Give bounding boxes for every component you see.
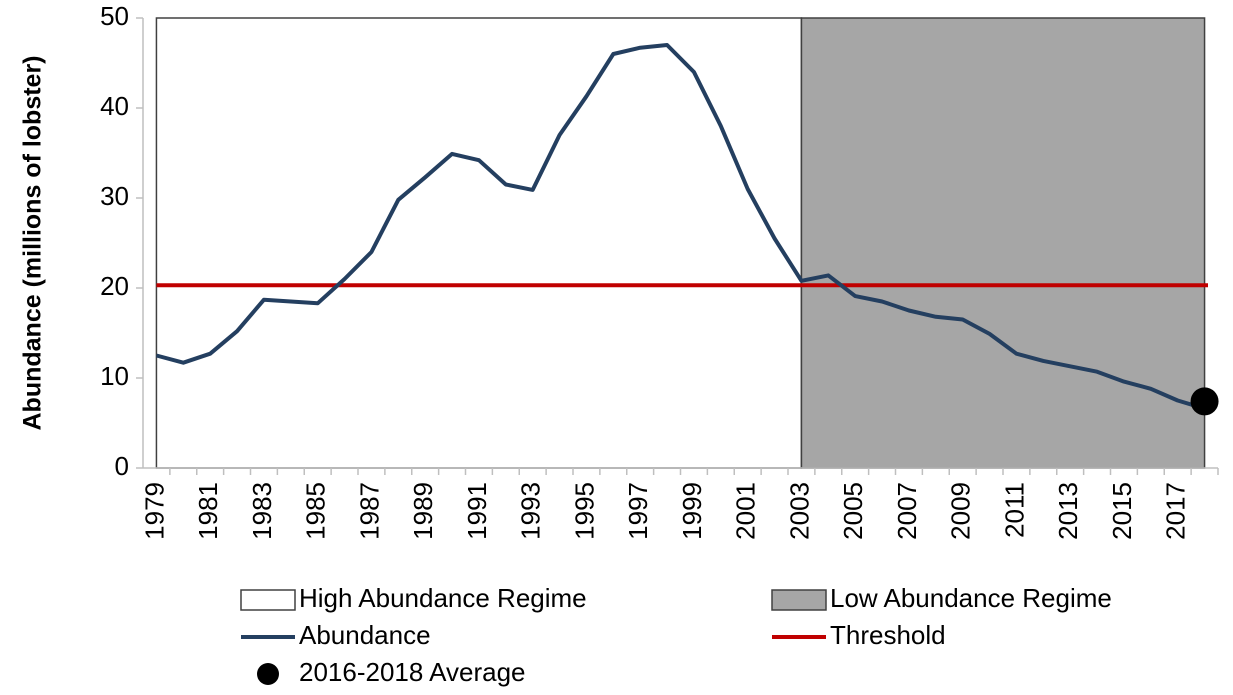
y-axis-label: Abundance (millions of lobster) xyxy=(19,55,47,430)
regime-area xyxy=(800,17,1206,469)
y-tick-label: 0 xyxy=(115,451,129,481)
x-tick-label: 2007 xyxy=(892,482,922,540)
x-tick-label: 1989 xyxy=(408,482,438,540)
x-tick-label: 2017 xyxy=(1161,482,1191,540)
x-tick-label: 1995 xyxy=(569,482,599,540)
x-tick-label: 1985 xyxy=(301,482,331,540)
x-tick-label: 2003 xyxy=(784,482,814,540)
x-tick-label: 1999 xyxy=(677,482,707,540)
x-tick-label: 2011 xyxy=(999,482,1029,538)
x-tick-label: 2013 xyxy=(1053,482,1083,540)
regime-area xyxy=(155,17,803,469)
y-tick-label: 20 xyxy=(100,271,129,301)
x-tick-label: 2009 xyxy=(946,482,976,540)
legend-label: Threshold xyxy=(830,620,946,650)
y-tick-label: 40 xyxy=(100,91,129,121)
legend-label: High Abundance Regime xyxy=(299,583,587,613)
x-tick-label: 1993 xyxy=(516,482,546,540)
legend-swatch xyxy=(257,663,279,685)
y-tick-label: 50 xyxy=(100,1,129,31)
x-tick-label: 1997 xyxy=(623,482,653,540)
x-tick-label: 1987 xyxy=(354,482,384,540)
x-tick-label: 2005 xyxy=(838,482,868,540)
x-tick-label: 1979 xyxy=(139,482,169,540)
legend-swatch xyxy=(771,589,827,611)
x-tick-label: 1991 xyxy=(462,482,492,540)
legend-label: Low Abundance Regime xyxy=(830,583,1112,613)
average-point xyxy=(1190,387,1219,416)
data-line xyxy=(155,43,1206,411)
x-tick-label: 1981 xyxy=(193,482,223,540)
x-tick-label: 2015 xyxy=(1107,482,1137,540)
legend-label: 2016-2018 Average xyxy=(299,657,526,687)
legend-swatch xyxy=(240,589,296,611)
y-tick-label: 30 xyxy=(100,181,129,211)
legend-label: Abundance xyxy=(299,620,431,650)
y-tick-label: 10 xyxy=(100,361,129,391)
x-tick-label: 2001 xyxy=(731,482,761,540)
x-tick-label: 1983 xyxy=(247,482,277,540)
